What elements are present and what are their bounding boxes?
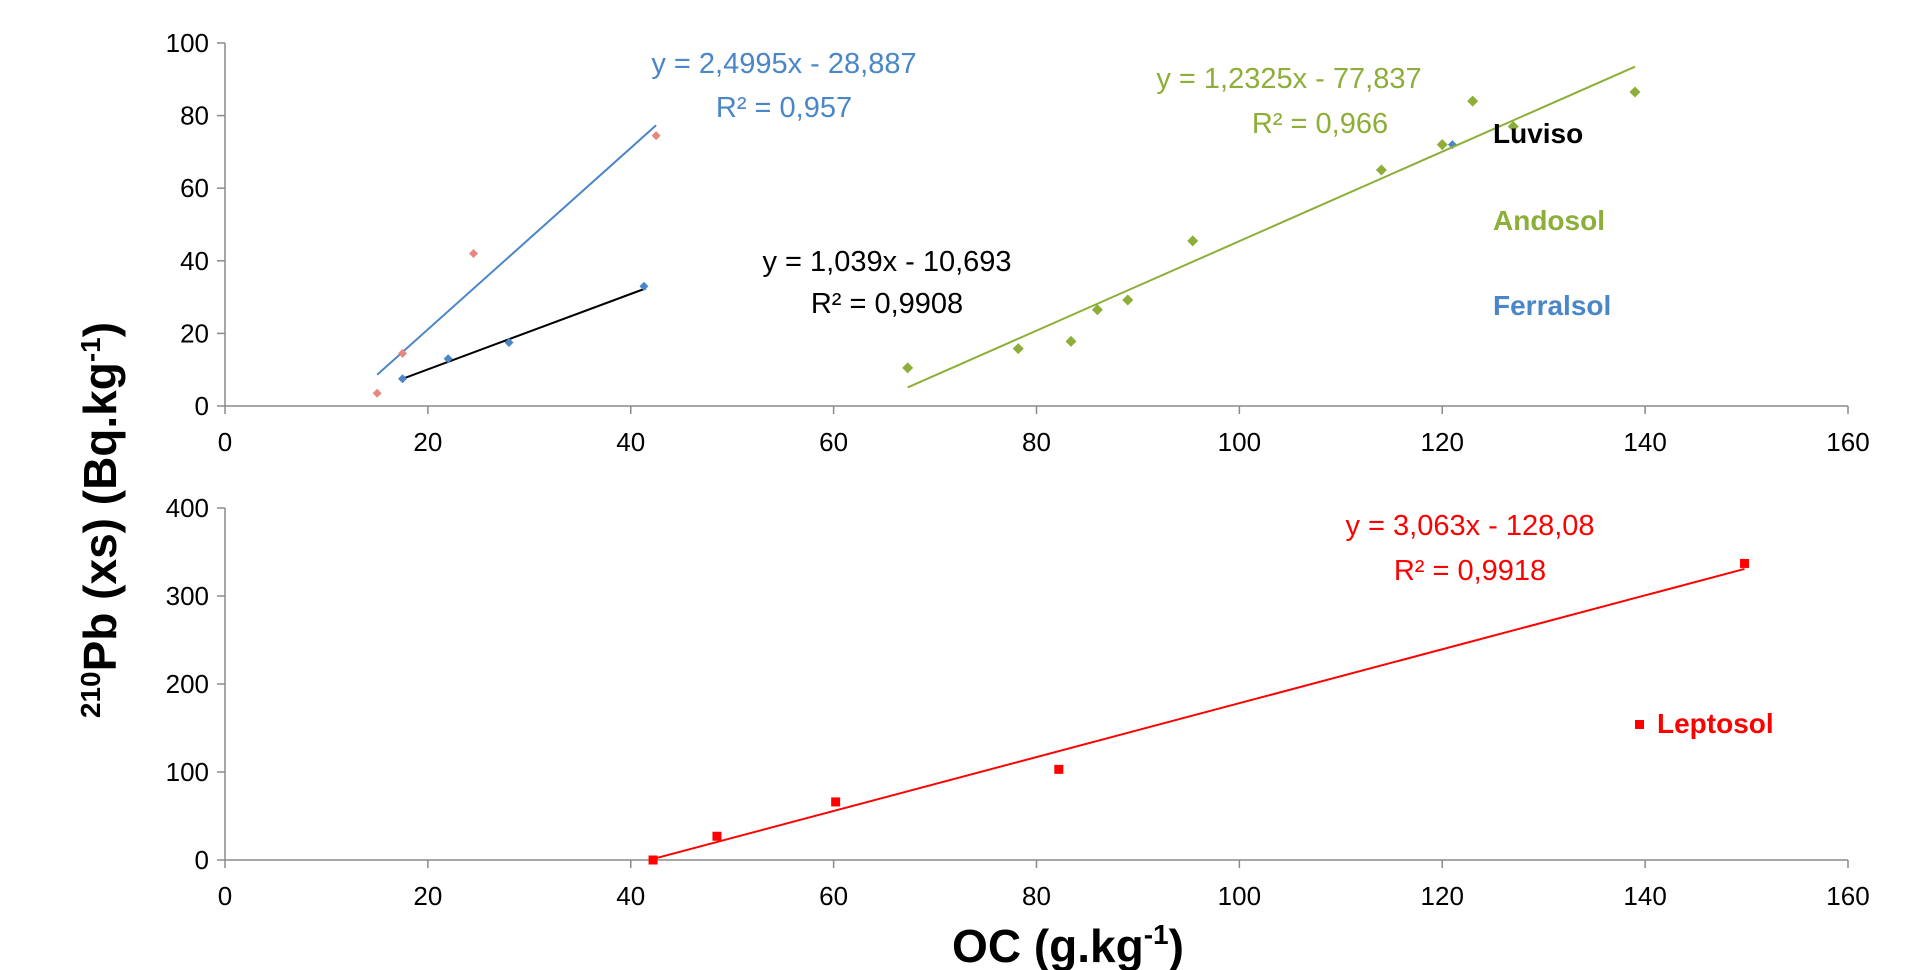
- andosol-trendline: [907, 65, 1636, 389]
- y-axis-title-close: ): [74, 322, 126, 337]
- x-tick-label: 60: [819, 881, 848, 911]
- y-tick-label: 400: [166, 493, 209, 523]
- ferralsol-trendline: [376, 124, 657, 376]
- andosol-point: [1187, 235, 1199, 247]
- y-tick-label: 20: [180, 318, 209, 348]
- andosol-legend-label: Andosol: [1493, 205, 1605, 236]
- x-tick-label: 80: [1022, 881, 1051, 911]
- y-axis-title-exponent: -1: [75, 337, 106, 362]
- ferralsol-point: [651, 131, 661, 141]
- ferralsol-point: [398, 348, 408, 358]
- leptosol-point: [648, 855, 658, 865]
- x-tick-label: 40: [616, 427, 645, 457]
- leptosol-point: [1054, 764, 1064, 774]
- luviso-trendline: [402, 287, 647, 380]
- y-tick-label: 60: [180, 173, 209, 203]
- andosol-r-squared: R² = 0,966: [1252, 108, 1388, 140]
- andosol-point: [1507, 120, 1519, 132]
- andosol-point: [902, 362, 914, 374]
- luviso-equation: y = 1,039x - 10,693: [762, 246, 1011, 278]
- x-tick-label: 20: [413, 427, 442, 457]
- andosol-point: [1375, 164, 1387, 176]
- leptosol-equation: y = 3,063x - 128,08: [1345, 510, 1594, 542]
- x-axis-title-main: OC (g.kg: [952, 920, 1144, 970]
- x-tick-label: 160: [1826, 427, 1869, 457]
- x-tick-label: 0: [218, 881, 232, 911]
- x-tick-label: 80: [1022, 427, 1051, 457]
- luviso-point: [504, 337, 514, 347]
- x-tick-label: 60: [819, 427, 848, 457]
- luviso-point: [443, 354, 453, 364]
- x-tick-label: 0: [218, 427, 232, 457]
- x-axis-title-close: ): [1169, 920, 1184, 970]
- leptosol-legend-marker: [1635, 720, 1644, 729]
- x-axis-title-exponent: -1: [1144, 919, 1169, 950]
- andosol-point: [1436, 139, 1448, 151]
- leptosol-point: [712, 831, 722, 841]
- x-tick-label: 20: [413, 881, 442, 911]
- y-axis-title-main: Pb (xs) (Bq.kg: [74, 362, 126, 671]
- ferralsol-r-squared: R² = 0,957: [716, 92, 852, 124]
- x-tick-label: 140: [1623, 881, 1666, 911]
- y-axis-title-superscript: 210: [75, 671, 106, 718]
- y-tick-label: 0: [195, 391, 209, 421]
- andosol-point: [1065, 335, 1077, 347]
- leptosol-legend-label: Leptosol: [1657, 708, 1774, 739]
- y-axis-title: 210Pb (xs) (Bq.kg-1): [74, 322, 126, 718]
- leptosol-point: [1740, 558, 1750, 568]
- leptosol-trendline: [652, 567, 1745, 860]
- andosol-equation: y = 1,2325x - 77,837: [1156, 63, 1421, 95]
- x-tick-label: 120: [1421, 881, 1464, 911]
- y-tick-label: 100: [166, 28, 209, 58]
- top-panel: 0 20 40 60 80 100 0 20 40 60 80 100 120 140 160 y = 1,0…: [166, 28, 1870, 457]
- y-tick-label: 0: [195, 845, 209, 875]
- leptosol-point: [831, 797, 841, 807]
- leptosol-r-squared: R² = 0,9918: [1394, 555, 1546, 587]
- x-axis-title: OC (g.kg-1): [952, 919, 1184, 970]
- y-tick-label: 100: [166, 757, 209, 787]
- x-tick-label: 140: [1623, 427, 1666, 457]
- x-tick-label: 40: [616, 881, 645, 911]
- ferralsol-equation: y = 2,4995x - 28,887: [651, 48, 916, 80]
- ferralsol-point: [372, 388, 382, 398]
- luviso-point: [398, 374, 408, 384]
- y-tick-label: 80: [180, 101, 209, 131]
- ferralsol-legend-label: Ferralsol: [1493, 290, 1611, 321]
- x-tick-label: 100: [1218, 427, 1261, 457]
- y-tick-label: 40: [180, 246, 209, 276]
- ferralsol-point: [469, 249, 479, 259]
- andosol-point: [1091, 304, 1103, 316]
- x-tick-label: 120: [1421, 427, 1464, 457]
- bottom-panel: 0 100 200 300 400 0 20 40 60 80 100 120 140 160 y = 3,…: [166, 493, 1870, 911]
- luviso-r-squared: R² = 0,9908: [811, 288, 963, 320]
- andosol-point: [1012, 343, 1024, 355]
- andosol-point: [1122, 294, 1134, 306]
- y-tick-label: 300: [166, 581, 209, 611]
- luviso-legend-label: Luviso: [1493, 118, 1583, 149]
- luviso-point: [639, 281, 649, 291]
- andosol-point: [1467, 95, 1479, 107]
- x-tick-label: 100: [1218, 881, 1261, 911]
- andosol-point: [1629, 86, 1641, 98]
- x-tick-label: 160: [1826, 881, 1869, 911]
- y-tick-label: 200: [166, 669, 209, 699]
